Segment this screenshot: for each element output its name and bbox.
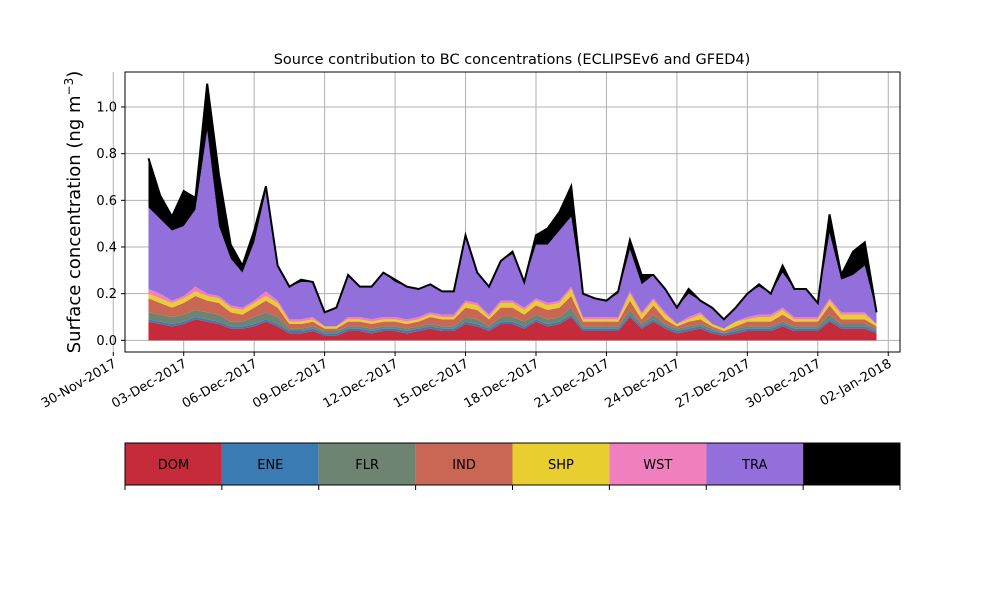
x-tick-label: 09-Dec-2017 xyxy=(250,356,330,411)
y-tick-label: 0.2 xyxy=(96,287,117,302)
legend-swatch-ind xyxy=(415,443,513,485)
x-tick-label: 15-Dec-2017 xyxy=(391,356,471,411)
x-tick-label: 27-Dec-2017 xyxy=(673,356,753,411)
legend-swatch-flr xyxy=(318,443,416,485)
legend-swatch-bb xyxy=(803,443,900,485)
x-tick-label: 30-Dec-2017 xyxy=(743,356,823,411)
x-tick-label: 21-Dec-2017 xyxy=(532,356,612,411)
x-tick-label: 30-Nov-2017 xyxy=(39,356,119,411)
y-axis: 0.0 0.2 0.4 0.6 0.8 1.0 xyxy=(96,101,125,349)
legend-swatch-tra xyxy=(706,443,804,485)
x-tick-label: 12-Dec-2017 xyxy=(321,356,401,411)
y-tick-label: 0.4 xyxy=(96,241,117,256)
legend-label-tra: TRA xyxy=(741,458,767,473)
area-shp xyxy=(148,289,877,331)
y-tick-label: 0.6 xyxy=(96,194,117,209)
area-dom xyxy=(148,317,877,341)
x-tick-label: 18-Dec-2017 xyxy=(462,356,542,411)
legend-label-ind: IND xyxy=(452,458,476,473)
legend-label-ene: ENE xyxy=(257,458,283,473)
x-axis: 30-Nov-201703-Dec-201706-Dec-201709-Dec-… xyxy=(39,352,894,412)
legend-label-dom: DOM xyxy=(158,458,189,473)
colorbar-legend: DOM ENE FLR IND SHP WST TRA BB xyxy=(124,442,901,490)
legend-label-shp: SHP xyxy=(548,458,574,473)
legend-label-bb: BB xyxy=(843,458,861,473)
area-ind xyxy=(148,296,877,334)
legend-swatch-wst xyxy=(609,443,707,485)
legend-swatch-ene xyxy=(221,443,319,485)
x-tick-label: 02-Jan-2018 xyxy=(818,356,895,409)
x-tick-label: 06-Dec-2017 xyxy=(180,356,260,411)
total-outline xyxy=(147,83,878,321)
x-tick-label: 24-Dec-2017 xyxy=(602,356,682,411)
axes-frame xyxy=(124,71,901,353)
area-flr xyxy=(148,307,877,334)
legend-label-flr: FLR xyxy=(355,458,379,473)
stacked-areas xyxy=(148,83,877,341)
y-tick-label: 0.0 xyxy=(96,334,117,349)
chart-title: Source contribution to BC concentrations… xyxy=(274,52,751,68)
area-tra xyxy=(148,130,877,329)
legend-swatch-shp xyxy=(512,443,610,485)
legend-label-wst: WST xyxy=(643,458,672,473)
y-tick-label: 0.8 xyxy=(96,147,117,162)
y-axis-label: Surface concentration (ng m−3) xyxy=(62,71,85,354)
legend-swatch-dom xyxy=(125,443,222,485)
x-tick-label: 03-Dec-2017 xyxy=(109,356,189,411)
y-tick-label: 1.0 xyxy=(96,101,117,116)
